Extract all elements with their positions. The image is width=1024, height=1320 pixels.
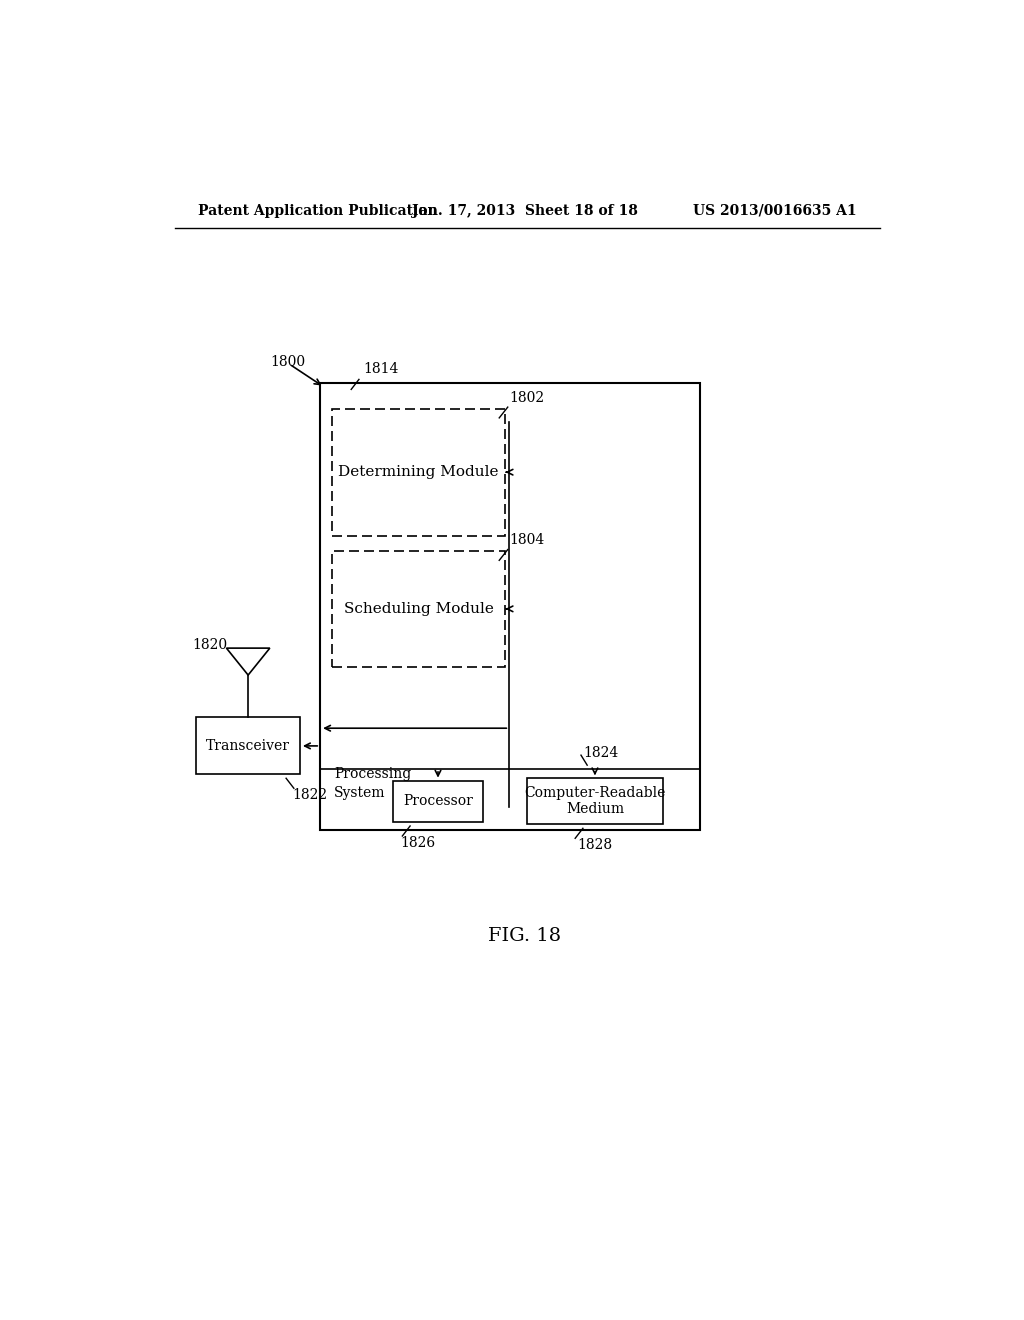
Bar (332, 409, 506, 536)
Text: Transceiver: Transceiver (206, 739, 290, 752)
Text: 1804: 1804 (509, 533, 545, 548)
Text: Patent Application Publication: Patent Application Publication (198, 203, 437, 218)
Bar (332, 552, 506, 667)
Text: Processing
System: Processing System (334, 767, 412, 800)
Bar (197, 718, 300, 775)
Text: 1802: 1802 (509, 391, 545, 405)
Text: 1814: 1814 (362, 362, 398, 376)
Text: Scheduling Module: Scheduling Module (344, 602, 494, 616)
Bar (321, 383, 700, 830)
Text: US 2013/0016635 A1: US 2013/0016635 A1 (693, 203, 856, 218)
Text: Determining Module: Determining Module (338, 465, 499, 479)
Text: 1800: 1800 (270, 355, 305, 370)
Text: Processor: Processor (403, 795, 473, 808)
Bar (393, 780, 483, 822)
Text: FIG. 18: FIG. 18 (488, 927, 561, 945)
Text: Computer-Readable
Medium: Computer-Readable Medium (524, 787, 666, 817)
Text: 1824: 1824 (584, 746, 618, 760)
Text: 1822: 1822 (292, 788, 328, 803)
Text: 1820: 1820 (193, 638, 227, 652)
Bar (527, 779, 663, 825)
Text: 1828: 1828 (578, 838, 612, 853)
Text: 1826: 1826 (400, 836, 436, 850)
Text: Jan. 17, 2013  Sheet 18 of 18: Jan. 17, 2013 Sheet 18 of 18 (412, 203, 638, 218)
